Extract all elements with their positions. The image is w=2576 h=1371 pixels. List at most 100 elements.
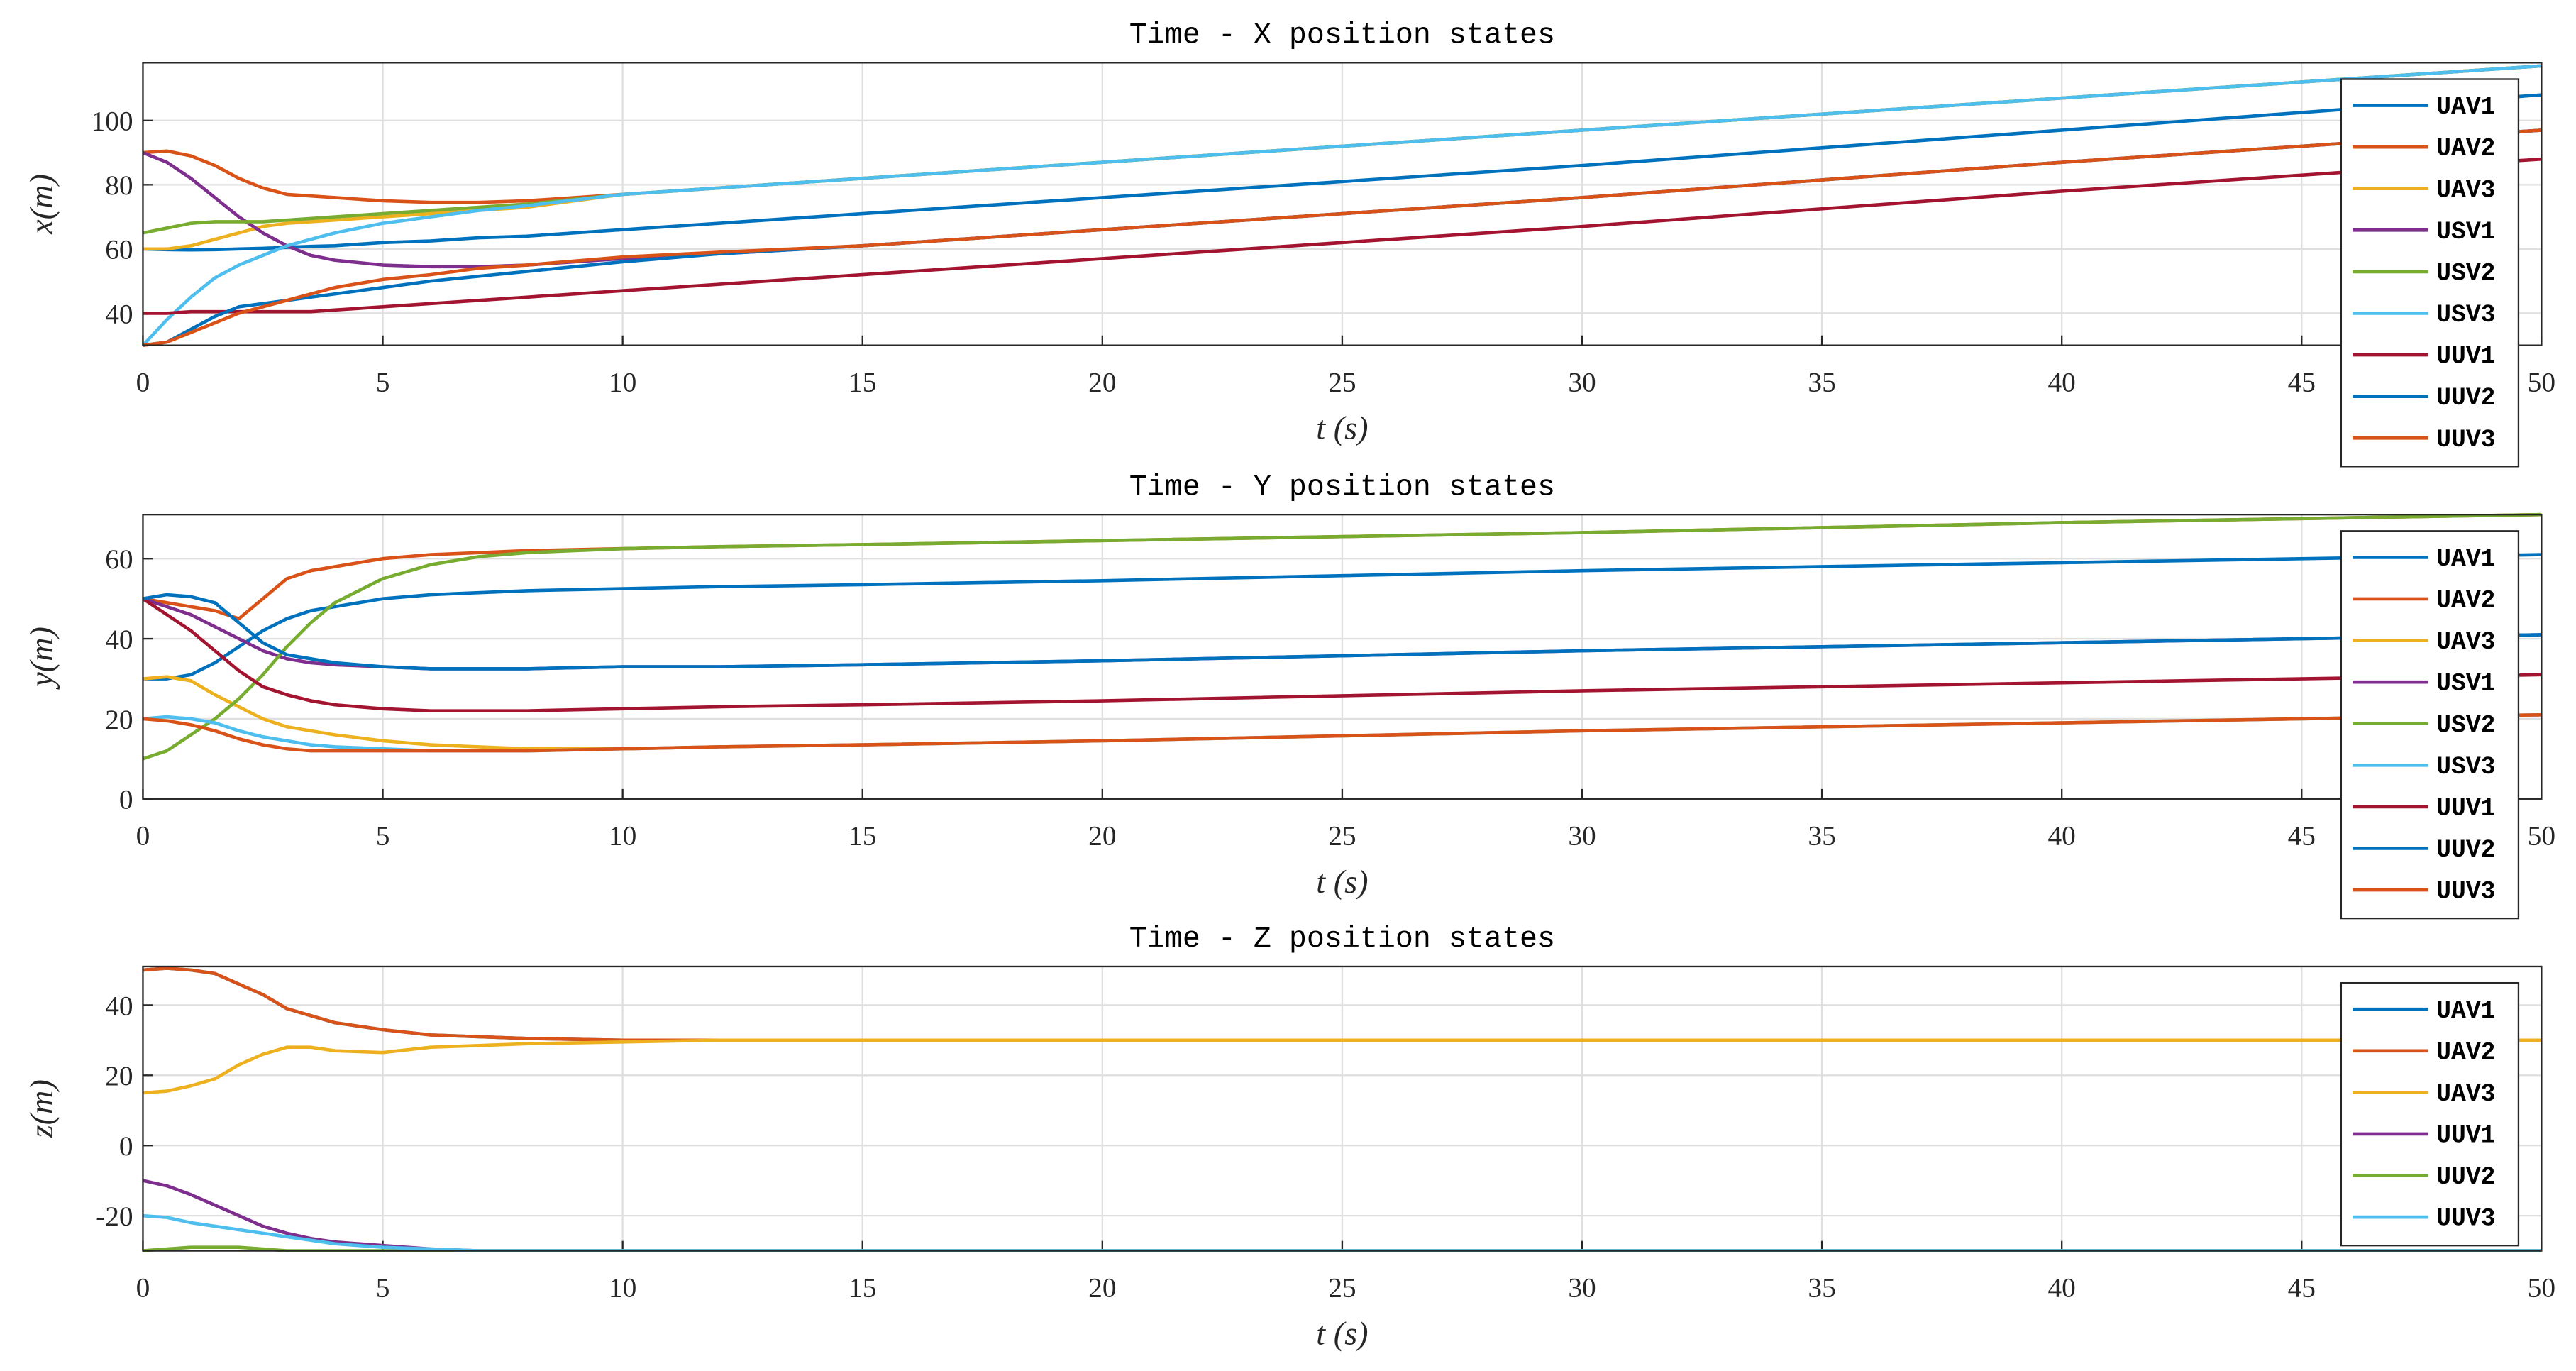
- y-tick-label: 60: [105, 234, 133, 265]
- x-tick-label: 15: [848, 1272, 876, 1303]
- series-line: [143, 553, 2542, 681]
- y-axis-label: y(m): [24, 627, 60, 690]
- legend: UAV1 UAV2 UAV3 USV1 USV2 USV3 UUV1 UUV2 UUV3: [2340, 78, 2520, 468]
- x-tick-label: 25: [1328, 1272, 1356, 1303]
- series-line: [143, 593, 2542, 671]
- x-tick-label: 20: [1088, 366, 1116, 397]
- legend-label: UAV3: [2436, 177, 2495, 204]
- legend-label: UAV2: [2436, 1039, 2495, 1067]
- legend-label: USV3: [2436, 754, 2495, 781]
- y-tick-label: 40: [105, 624, 133, 655]
- x-tick-label: 20: [1088, 820, 1116, 852]
- chart-title: Time - X position states: [1129, 18, 1555, 53]
- y-tick-label: 100: [92, 106, 133, 137]
- y-tick-label: 0: [119, 1130, 133, 1162]
- x-tick-label: 50: [2528, 366, 2555, 397]
- x-tick-label: 20: [1088, 1272, 1116, 1303]
- y-tick-label: 20: [105, 704, 133, 735]
- x-tick-label: 50: [2528, 820, 2555, 852]
- chart: 0 5 10 15 20 25 30 35 40 45 50 -20 0 20 40 Time - Z pos…: [24, 922, 2555, 1352]
- x-tick-label: 40: [2048, 366, 2076, 397]
- x-tick-label: 0: [136, 820, 150, 852]
- legend-label: USV1: [2436, 671, 2495, 698]
- y-tick-label: 80: [105, 170, 133, 201]
- legend-label: UAV1: [2436, 546, 2495, 573]
- y-tick-label: 40: [105, 298, 133, 329]
- x-tick-label: 5: [376, 820, 390, 852]
- legend-label: UUV2: [2436, 837, 2495, 864]
- legend-label: UUV2: [2436, 1164, 2495, 1191]
- legend: UAV1 UAV2 UAV3 USV1 USV2 USV3 UUV1 UUV2 UUV3: [2340, 530, 2520, 920]
- legend-label: USV3: [2436, 302, 2495, 329]
- x-tick-label: 10: [609, 820, 636, 852]
- x-tick-label: 25: [1328, 366, 1356, 397]
- chart: 0 5 10 15 20 25 30 35 40 45 50 40 60 80 100 Time - X po…: [24, 18, 2555, 468]
- legend-label: UUV3: [2436, 1206, 2495, 1233]
- legend-box: [2340, 981, 2520, 1247]
- x-tick-label: 30: [1568, 1272, 1596, 1303]
- legend-label: UAV3: [2436, 629, 2495, 656]
- x-tick-label: 30: [1568, 366, 1596, 397]
- legend-label: UAV2: [2436, 588, 2495, 615]
- plot-frame: [142, 62, 2543, 346]
- legend-label: UUV1: [2436, 1123, 2495, 1150]
- legend-label: UUV1: [2436, 343, 2495, 371]
- x-tick-label: 45: [2288, 820, 2316, 852]
- legend-label: UUV3: [2436, 426, 2495, 454]
- x-tick-label: 15: [848, 820, 876, 852]
- x-tick-label: 35: [1808, 820, 1835, 852]
- series-line: [142, 512, 2542, 761]
- y-tick-label: 0: [119, 784, 133, 815]
- legend-label: UAV1: [2436, 998, 2495, 1025]
- x-tick-label: 35: [1808, 1272, 1835, 1303]
- series-line: [142, 597, 2542, 712]
- x-tick-label: 10: [609, 366, 636, 397]
- x-tick-label: 35: [1808, 366, 1835, 397]
- x-axis-label: t (s): [1316, 864, 1368, 901]
- y-tick-label: 40: [105, 990, 133, 1021]
- y-axis-label: z(m): [24, 1079, 60, 1138]
- x-axis-label: t (s): [1316, 411, 1368, 447]
- series-line: [143, 157, 2542, 315]
- y-tick-label: -20: [96, 1201, 133, 1232]
- legend-label: UUV1: [2436, 795, 2495, 822]
- plot-frame: [142, 965, 2543, 1252]
- x-tick-label: 0: [136, 366, 150, 397]
- legend-label: USV2: [2436, 712, 2495, 739]
- legend-label: UUV2: [2436, 385, 2495, 412]
- series-line: [141, 64, 2542, 347]
- x-tick-label: 40: [2048, 820, 2076, 852]
- legend-label: UUV3: [2436, 879, 2495, 906]
- y-axis-label: x(m): [24, 174, 60, 235]
- x-tick-label: 5: [376, 366, 390, 397]
- x-tick-label: 15: [848, 366, 876, 397]
- x-tick-label: 30: [1568, 820, 1596, 852]
- x-tick-label: 25: [1328, 820, 1356, 852]
- legend: UAV1 UAV2 UAV3 UUV1 UUV2 UUV3: [2340, 981, 2520, 1247]
- x-tick-label: 10: [609, 1272, 636, 1303]
- chart-title: Time - Z position states: [1129, 922, 1555, 956]
- legend-label: UAV3: [2436, 1081, 2495, 1108]
- x-tick-label: 40: [2048, 1272, 2076, 1303]
- legend-label: UAV2: [2436, 136, 2495, 163]
- x-tick-label: 0: [136, 1272, 150, 1303]
- x-axis-label: t (s): [1316, 1316, 1368, 1353]
- chart: 0 5 10 15 20 25 30 35 40 45 50 0 20 40 60 Time - Y posi…: [24, 470, 2555, 920]
- series-line: [143, 93, 2542, 252]
- legend-label: UAV1: [2436, 94, 2495, 121]
- series-line: [143, 1038, 2542, 1095]
- plot-frame: [142, 514, 2543, 800]
- x-tick-label: 45: [2288, 366, 2316, 397]
- chart-title: Time - Y position states: [1129, 470, 1555, 504]
- x-tick-label: 45: [2288, 1272, 2316, 1303]
- legend-label: USV2: [2436, 260, 2495, 287]
- series-line: [143, 712, 2542, 753]
- legend-label: USV1: [2436, 219, 2495, 246]
- y-tick-label: 60: [105, 544, 133, 575]
- x-tick-label: 50: [2528, 1272, 2555, 1303]
- y-tick-label: 20: [105, 1060, 133, 1091]
- x-tick-label: 5: [376, 1272, 390, 1303]
- series-line: [143, 128, 2542, 347]
